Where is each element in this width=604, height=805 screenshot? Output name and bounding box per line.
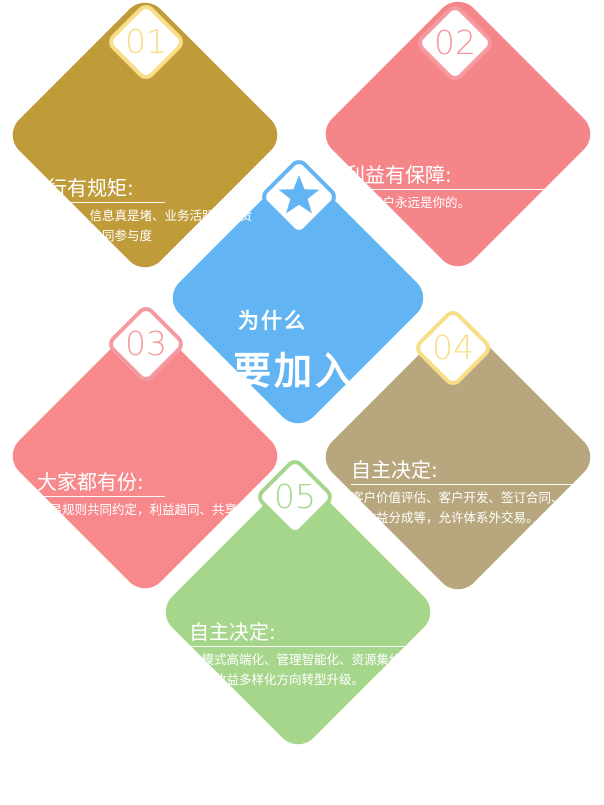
item-01-divider (27, 202, 165, 203)
item-04-block: 自主决定: 客户价值评估、客户开发、签订合同、协作收益分成等，允许体系外交易。 (351, 457, 576, 528)
center-title-line2: 要加入 (233, 349, 357, 393)
item-05-desc: 向模式高端化、管理智能化、资源集约化、收益多样化方向转型升级。 (189, 652, 402, 687)
item-01-title: 运行有规矩: (27, 176, 134, 200)
item-03-divider (37, 496, 165, 497)
item-05-block: 自主决定: 向模式高端化、管理智能化、资源集约化、收益多样化方向转型升级。 (189, 619, 419, 690)
item-03-desc: 交易规则共同约定，利益趋同、共享共治。 (37, 502, 250, 537)
badge-03-number: 03 (125, 324, 167, 363)
badge-05-number: 05 (274, 477, 316, 516)
item-05-divider (189, 646, 414, 647)
badge-04-number: 04 (432, 328, 474, 367)
item-02-block: 利益有保障: 你的客户永远是你的。 (345, 162, 575, 213)
item-03-block: 大家都有份: 交易规则共同约定，利益趋同、共享共治。 (37, 469, 262, 540)
item-03-title: 大家都有份: (37, 470, 144, 494)
item-05-title: 自主决定: (189, 620, 276, 644)
item-04-title: 自主决定: (351, 458, 438, 482)
item-02-title: 利益有保障: (345, 163, 452, 187)
star-icon (276, 172, 322, 218)
badge-01-number: 01 (125, 22, 167, 61)
item-01-desc: 考核评价：信息真是堵、业务活跃度、货源贡献度、共同参与度 (27, 208, 253, 243)
item-02-desc: 你的客户永远是你的。 (345, 195, 471, 210)
item-02-divider (345, 189, 565, 190)
center-title-line1: 为什么 (238, 309, 307, 333)
item-04-divider (351, 484, 573, 485)
badge-02-number: 02 (434, 23, 476, 62)
item-04-desc: 客户价值评估、客户开发、签订合同、协作收益分成等，允许体系外交易。 (351, 490, 577, 525)
item-01-block: 运行有规矩: 考核评价：信息真是堵、业务活跃度、货源贡献度、共同参与度 (27, 175, 259, 246)
